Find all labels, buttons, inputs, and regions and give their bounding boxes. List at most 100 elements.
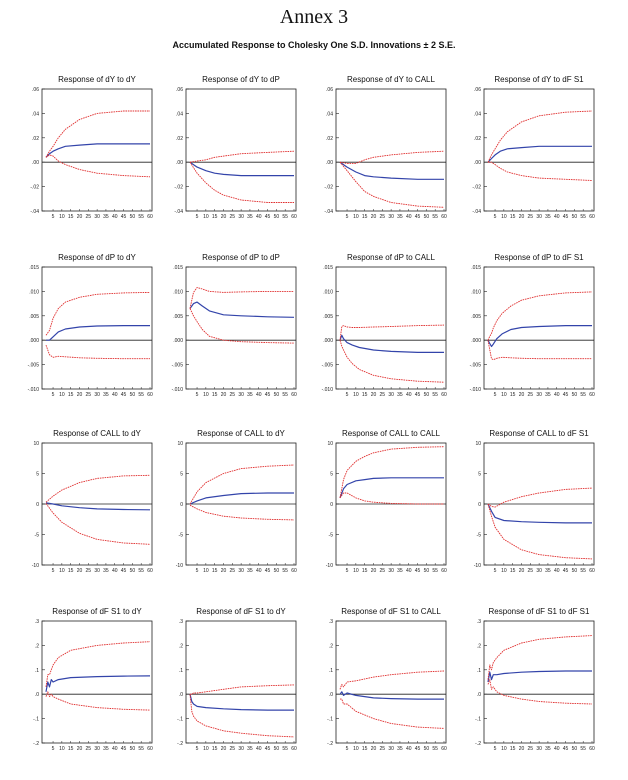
x-tick-label: 35 bbox=[247, 392, 253, 398]
x-tick-label: 40 bbox=[406, 392, 412, 398]
response-line bbox=[487, 325, 592, 348]
x-tick-label: 25 bbox=[230, 568, 236, 574]
x-tick-label: 5 bbox=[494, 392, 497, 398]
plot-frame bbox=[335, 266, 447, 390]
y-tick-label: .0 bbox=[329, 692, 333, 698]
x-tick-label: 40 bbox=[112, 568, 118, 574]
x-tick-label: 35 bbox=[103, 746, 109, 752]
x-tick-label: 55 bbox=[138, 568, 144, 574]
x-tick-label: 55 bbox=[282, 214, 288, 220]
x-tick-label: 30 bbox=[388, 746, 394, 752]
x-tick-label: 20 bbox=[519, 214, 525, 220]
x-tick-label: 25 bbox=[230, 214, 236, 220]
x-tick-label: 5 bbox=[196, 746, 199, 752]
x-tick-label: 45 bbox=[265, 214, 271, 220]
y-tick-label: .02 bbox=[326, 136, 333, 142]
y-tick-label: .04 bbox=[176, 111, 183, 117]
x-tick-label: 60 bbox=[291, 392, 297, 398]
x-tick-label: 20 bbox=[371, 392, 377, 398]
y-tick-label: .1 bbox=[329, 668, 333, 674]
x-tick-label: 15 bbox=[510, 214, 516, 220]
x-tick-label: 45 bbox=[415, 392, 421, 398]
x-tick-label: 35 bbox=[397, 746, 403, 752]
x-tick-label: 30 bbox=[238, 214, 244, 220]
y-tick-label: .3 bbox=[329, 619, 333, 625]
x-tick-label: 15 bbox=[68, 392, 74, 398]
y-tick-label: 5 bbox=[330, 472, 333, 478]
y-tick-label: 0 bbox=[478, 502, 481, 508]
y-tick-label: -.04 bbox=[30, 209, 39, 215]
y-tick-label: .06 bbox=[474, 87, 481, 93]
plot-frame bbox=[185, 88, 297, 212]
x-tick-label: 15 bbox=[510, 392, 516, 398]
x-tick-label: 15 bbox=[212, 214, 218, 220]
x-tick-label: 45 bbox=[121, 746, 127, 752]
y-tick-label: -10 bbox=[326, 563, 333, 569]
lower-band-line bbox=[487, 340, 592, 361]
plot-frame bbox=[483, 88, 595, 212]
x-tick-label: 35 bbox=[545, 392, 551, 398]
y-tick-label: .02 bbox=[176, 136, 183, 142]
x-tick-label: 25 bbox=[86, 392, 92, 398]
plot-frame bbox=[335, 620, 447, 744]
plot-frame bbox=[335, 88, 447, 212]
x-tick-label: 55 bbox=[282, 568, 288, 574]
x-tick-label: 60 bbox=[147, 214, 153, 220]
response-line bbox=[487, 503, 592, 524]
x-tick-label: 10 bbox=[501, 746, 507, 752]
x-tick-label: 35 bbox=[247, 746, 253, 752]
x-tick-label: 50 bbox=[572, 746, 578, 752]
x-tick-label: 10 bbox=[353, 568, 359, 574]
y-tick-label: .0 bbox=[179, 692, 183, 698]
x-tick-label: 55 bbox=[282, 392, 288, 398]
x-tick-label: 25 bbox=[528, 214, 534, 220]
y-tick-label: .04 bbox=[326, 111, 333, 117]
x-tick-label: 40 bbox=[554, 392, 560, 398]
upper-band-line bbox=[189, 287, 294, 309]
upper-band-line bbox=[487, 487, 593, 508]
x-tick-label: 60 bbox=[441, 392, 447, 398]
x-tick-label: 15 bbox=[68, 746, 74, 752]
x-tick-label: 40 bbox=[554, 214, 560, 220]
y-tick-label: .1 bbox=[35, 668, 39, 674]
irf-panel-6: Response of dP to dP .015 .010 .005 .000 -.00… bbox=[172, 253, 297, 398]
x-tick-label: 30 bbox=[238, 392, 244, 398]
x-tick-label: 55 bbox=[432, 214, 438, 220]
y-tick-label: -.005 bbox=[172, 363, 184, 369]
y-tick-label: .015 bbox=[471, 265, 481, 271]
x-tick-label: 40 bbox=[256, 214, 262, 220]
x-tick-label: 55 bbox=[580, 568, 586, 574]
response-line bbox=[339, 691, 444, 700]
x-tick-label: 45 bbox=[265, 392, 271, 398]
y-tick-label: .015 bbox=[173, 265, 183, 271]
y-tick-label: .0 bbox=[477, 692, 481, 698]
x-tick-label: 25 bbox=[230, 746, 236, 752]
panel-title: Response of CALL to CALL bbox=[342, 429, 441, 438]
response-line bbox=[45, 502, 151, 511]
y-tick-label: .2 bbox=[179, 643, 183, 649]
irf-panel-14: Response of dF S1 to dY .3 .2 .1 .0 -.1 -.2 5 10… bbox=[177, 607, 297, 752]
x-tick-label: 20 bbox=[221, 746, 227, 752]
y-tick-label: 0 bbox=[36, 502, 39, 508]
x-tick-label: 55 bbox=[432, 746, 438, 752]
upper-band-line bbox=[339, 150, 445, 164]
x-tick-label: 50 bbox=[274, 746, 280, 752]
y-tick-label: 5 bbox=[36, 472, 39, 478]
x-tick-label: 30 bbox=[536, 568, 542, 574]
y-tick-label: .015 bbox=[29, 265, 39, 271]
x-tick-label: 5 bbox=[52, 568, 55, 574]
x-tick-label: 45 bbox=[121, 214, 127, 220]
x-tick-label: 45 bbox=[265, 746, 271, 752]
y-tick-label: .06 bbox=[32, 87, 39, 93]
upper-band-line bbox=[339, 670, 445, 690]
lower-band-line bbox=[487, 679, 593, 705]
x-tick-label: 60 bbox=[147, 568, 153, 574]
irf-panel-16: Response of dF S1 to dF S1 .3 .2 .1 .0 -.1 -.2… bbox=[475, 607, 595, 752]
x-tick-label: 55 bbox=[580, 392, 586, 398]
lower-band-line bbox=[488, 161, 593, 181]
x-tick-label: 50 bbox=[424, 392, 430, 398]
x-tick-label: 5 bbox=[196, 568, 199, 574]
x-tick-label: 40 bbox=[554, 568, 560, 574]
x-tick-label: 15 bbox=[212, 392, 218, 398]
y-tick-label: -.005 bbox=[470, 363, 482, 369]
